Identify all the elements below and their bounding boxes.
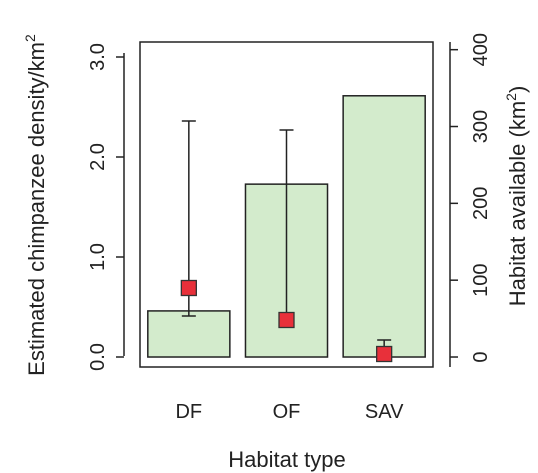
bar-df [147, 310, 231, 358]
right-tick-label: 200 [470, 187, 492, 220]
left-axis-title-sup: 2 [22, 34, 38, 42]
density-point-sav [376, 345, 393, 363]
density-point-df [180, 279, 197, 297]
x-tick-labels: DF OF SAV [175, 401, 404, 423]
left-tick-label: 0.0 [87, 343, 109, 371]
left-tick-label: 2.0 [87, 143, 109, 171]
right-axis: 0 100 200 300 400 [449, 33, 492, 367]
points-layer [180, 120, 393, 363]
left-axis: 0.0 1.0 2.0 3.0 [87, 43, 125, 371]
density-point-of [278, 311, 295, 329]
right-tick-label: 0 [470, 351, 492, 362]
right-axis-title-main: Habitat available (km [505, 101, 530, 306]
left-axis-title: Estimated chimpanzee density/km2 [22, 34, 49, 376]
x-tick-label-of: OF [273, 401, 301, 423]
right-tick-label: 300 [470, 110, 492, 143]
x-tick-label-df: DF [175, 401, 202, 423]
plot-frame [139, 41, 434, 368]
right-axis-title-sup: 2 [503, 93, 519, 101]
x-axis-title: Habitat type [228, 447, 345, 472]
left-tick-label: 1.0 [87, 243, 109, 271]
right-tick-label: 100 [470, 263, 492, 296]
x-tick-label-sav: SAV [365, 401, 404, 423]
bars-layer [147, 95, 426, 358]
left-axis-title-main: Estimated chimpanzee density/km [24, 42, 49, 376]
left-tick-label: 3.0 [87, 43, 109, 71]
right-axis-title-end: ) [505, 86, 530, 93]
right-tick-label: 400 [470, 33, 492, 66]
bar-sav [342, 95, 426, 358]
right-axis-title: Habitat available (km2) [503, 86, 530, 307]
